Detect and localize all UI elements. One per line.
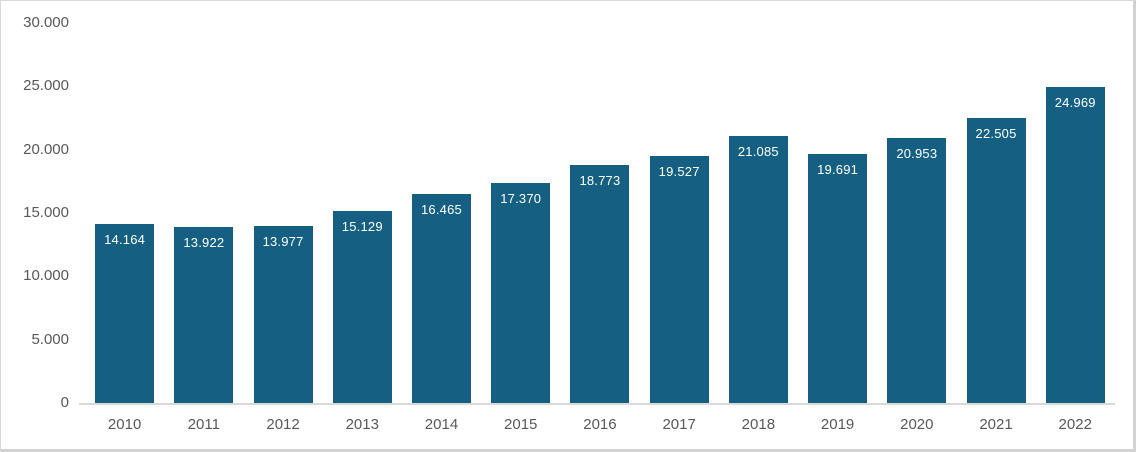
bar-value-label: 13.922 [183,235,225,250]
bar-2018[interactable]: 21.085 [728,136,788,403]
bar-value-label: 17.370 [500,191,542,206]
bar-value-label: 15.129 [341,219,383,234]
bar-2020[interactable]: 20.953 [887,138,947,403]
x-axis-label-2020: 2020 [900,416,934,433]
bar-2014[interactable]: 16.465 [411,194,471,403]
x-axis-label-2016: 2016 [583,416,617,433]
y-axis-tick-label: 0 [60,394,69,411]
bar-2010[interactable]: 14.164 [95,224,155,403]
bar-value-label: 18.773 [579,173,621,188]
x-axis-line [79,403,1115,405]
x-axis-label-2018: 2018 [741,416,776,433]
bar-value-label: 16.465 [421,202,462,217]
bar-value-label: 20.953 [896,146,938,161]
y-axis-tick-label: 20.000 [23,140,69,158]
bar-value-label: 21.085 [737,144,779,159]
bar-2012[interactable]: 13.977 [253,226,313,403]
x-axis-label-2013: 2013 [345,416,379,433]
x-axis-label-2011: 2011 [187,416,220,433]
bar-2019[interactable]: 19.691 [808,154,868,403]
bar-2022[interactable]: 24.969 [1045,87,1105,403]
y-axis-tick-label: 5.000 [31,330,69,348]
x-axis: 2010 2011 2012 2013 2014 2015 2016 2017 2018 2019… [85,415,1115,435]
x-axis-label-2010: 2010 [107,416,142,433]
y-axis-tick-label: 10.000 [23,267,69,285]
bar-2017[interactable]: 19.527 [649,156,709,403]
bar-2016[interactable]: 18.773 [570,165,630,403]
y-axis: 30.000 25.000 20.000 15.000 10.000 5.000 0 [1,1,71,449]
bar-2011[interactable]: 13.922 [174,227,234,403]
x-axis-label-2021: 2021 [979,416,1013,433]
x-axis-label-2015: 2015 [504,416,538,433]
plot-area: 14.164 13.922 13.977 15.129 16.465 17.370 18.7… [85,23,1115,403]
bar-value-label: 24.969 [1054,95,1096,110]
x-axis-label-2019: 2019 [820,416,855,433]
bar-value-label: 19.527 [658,164,700,179]
bar-2015[interactable]: 17.370 [491,183,551,403]
y-axis-tick-label: 15.000 [23,204,69,221]
x-axis-label-2014: 2014 [424,416,459,433]
bar-2013[interactable]: 15.129 [332,211,392,403]
bar-value-label: 19.691 [817,162,859,177]
x-axis-label-2017: 2017 [662,416,696,433]
y-axis-tick-label: 30.000 [23,14,69,31]
bar-value-label: 14.164 [104,232,146,247]
x-axis-label-2012: 2012 [266,416,300,433]
y-axis-tick-label: 25.000 [23,77,69,95]
bar-value-label: 13.977 [262,234,304,249]
x-axis-label-2022: 2022 [1058,416,1092,433]
bar-value-label: 22.505 [975,126,1017,141]
bar-2021[interactable]: 22.505 [966,118,1026,403]
